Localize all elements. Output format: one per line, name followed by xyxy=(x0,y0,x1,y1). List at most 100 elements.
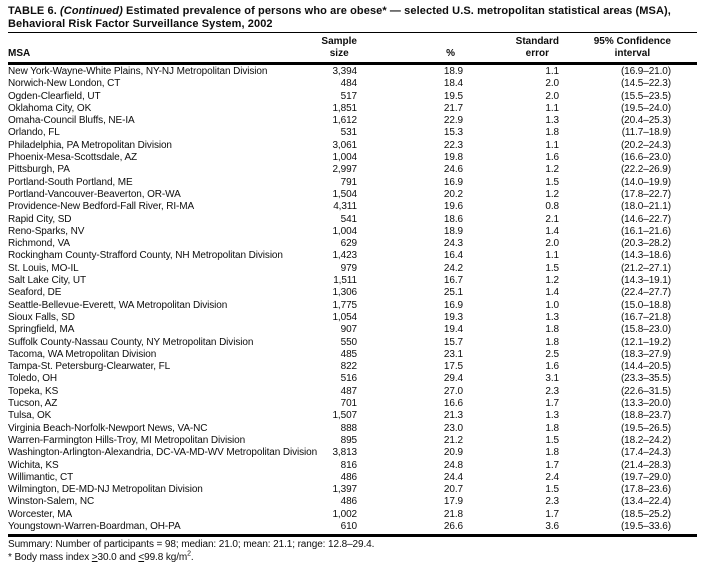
msa-cell: Tucson, AZ xyxy=(8,398,58,410)
stderr-cell: 2.3 xyxy=(545,385,559,397)
ci-cell: (15.0–18.8) xyxy=(620,299,671,311)
sample-size-cell: 1,004 xyxy=(332,225,357,237)
stderr-cell: 2.0 xyxy=(545,238,559,250)
stderr-cell: 2.0 xyxy=(545,78,559,90)
table-row: Willimantic, CT 486 24.4 2.4 (19.7–29.0) xyxy=(8,472,697,484)
table-row: Wilmington, DE-MD-NJ Metropolitan Divisi… xyxy=(8,484,697,496)
percent-cell: 18.4 xyxy=(443,78,463,90)
greater-equal-symbol: > xyxy=(91,551,98,563)
msa-cell: Orlando, FL xyxy=(8,127,60,139)
percent-cell: 20.9 xyxy=(443,447,463,459)
percent-cell: 19.6 xyxy=(443,201,463,213)
percent-cell: 20.2 xyxy=(443,188,463,200)
sample-size-cell: 1,004 xyxy=(332,152,357,164)
ci-cell: (14.6–22.7) xyxy=(620,213,671,225)
stderr-cell: 1.6 xyxy=(545,152,559,164)
stderr-cell: 1.5 xyxy=(545,262,559,274)
stderr-cell: 1.4 xyxy=(545,287,559,299)
msa-cell: Oklahoma City, OK xyxy=(8,102,92,114)
msa-cell: Rockingham County-Strafford County, NH M… xyxy=(8,250,283,262)
percent-cell: 16.4 xyxy=(443,250,463,262)
column-header-percent: % xyxy=(446,48,455,59)
column-header-msa: MSA xyxy=(8,48,31,59)
stderr-cell: 1.1 xyxy=(545,139,559,151)
ci-cell: (15.8–23.0) xyxy=(620,324,671,336)
sample-size-cell: 541 xyxy=(340,213,357,225)
ci-cell: (19.5–33.6) xyxy=(620,520,671,532)
ci-cell: (14.3–19.1) xyxy=(620,275,671,287)
msa-cell: Reno-Sparks, NV xyxy=(8,225,85,237)
table-row: Orlando, FL 531 15.3 1.8 (11.7–18.9) xyxy=(8,127,697,139)
percent-cell: 15.3 xyxy=(443,127,463,139)
ci-cell: (22.4–27.7) xyxy=(620,287,671,299)
table-row: Rockingham County-Strafford County, NH M… xyxy=(8,250,697,262)
ci-cell: (19.5–24.0) xyxy=(620,102,671,114)
footnote-text: * Body mass index xyxy=(8,551,92,563)
stderr-cell: 3.1 xyxy=(545,373,559,385)
table-row: Sioux Falls, SD 1,054 19.3 1.3 (16.7–21.… xyxy=(8,312,697,324)
ci-cell: (19.7–29.0) xyxy=(620,471,671,483)
ci-cell: (18.3–27.9) xyxy=(620,348,671,360)
table-row: Warren-Farmington Hills-Troy, MI Metropo… xyxy=(8,435,697,447)
ci-cell: (18.0–21.1) xyxy=(620,201,671,213)
msa-cell: Norwich-New London, CT xyxy=(8,78,121,90)
table-row: Topeka, KS 487 27.0 2.3 (22.6–31.5) xyxy=(8,386,697,398)
title-continued: (Continued) xyxy=(60,5,123,17)
sample-size-cell: 791 xyxy=(340,176,357,188)
ci-cell: (16.1–21.6) xyxy=(620,225,671,237)
sample-size-cell: 487 xyxy=(340,385,357,397)
msa-cell: Pittsburgh, PA xyxy=(8,164,70,176)
table-row: New York-Wayne-White Plains, NY-NJ Metro… xyxy=(8,66,697,78)
msa-cell: New York-Wayne-White Plains, NY-NJ Metro… xyxy=(8,66,268,77)
msa-cell: Phoenix-Mesa-Scottsdale, AZ xyxy=(8,152,138,164)
msa-cell: Portland-Vancouver-Beaverton, OR-WA xyxy=(8,188,181,200)
table-row: Omaha-Council Bluffs, NE-IA 1,612 22.9 1… xyxy=(8,115,697,127)
stderr-cell: 2.1 xyxy=(545,213,559,225)
stderr-cell: 0.8 xyxy=(545,201,559,213)
table-row: Suffolk County-Nassau County, NY Metropo… xyxy=(8,337,697,349)
column-header-ci-line1: 95% Confidence xyxy=(593,36,671,47)
stderr-cell: 1.5 xyxy=(545,434,559,446)
sample-size-cell: 979 xyxy=(340,262,357,274)
table-row: Winston-Salem, NC 486 17.9 2.3 (13.4–22.… xyxy=(8,496,697,508)
stderr-cell: 1.1 xyxy=(545,102,559,114)
sample-size-cell: 1,504 xyxy=(332,188,357,200)
ci-cell: (17.4–24.3) xyxy=(620,447,671,459)
percent-cell: 15.7 xyxy=(443,336,463,348)
table-row: Portland-Vancouver-Beaverton, OR-WA 1,50… xyxy=(8,189,697,201)
table-row: Rapid City, SD 541 18.6 2.1 (14.6–22.7) xyxy=(8,214,697,226)
stderr-cell: 1.2 xyxy=(545,188,559,200)
table-row: Toledo, OH 516 29.4 3.1 (23.3–35.5) xyxy=(8,373,697,385)
stderr-cell: 3.6 xyxy=(545,520,559,532)
msa-cell: Wichita, KS xyxy=(8,459,59,471)
ci-cell: (14.5–22.3) xyxy=(620,78,671,90)
table-row: St. Louis, MO-IL 979 24.2 1.5 (21.2–27.1… xyxy=(8,263,697,275)
sample-size-cell: 1,775 xyxy=(332,299,357,311)
msa-cell: Salt Lake City, UT xyxy=(8,275,87,287)
table-row: Tacoma, WA Metropolitan Division 485 23.… xyxy=(8,349,697,361)
msa-cell: Tacoma, WA Metropolitan Division xyxy=(8,348,157,360)
ci-cell: (15.5–23.5) xyxy=(620,90,671,102)
footnote-superscript: 2 xyxy=(187,550,191,558)
table-row: Youngstown-Warren-Boardman, OH-PA 610 26… xyxy=(8,521,697,533)
msa-cell: Omaha-Council Bluffs, NE-IA xyxy=(8,115,135,127)
stderr-cell: 1.5 xyxy=(545,484,559,496)
msa-cell: Topeka, KS xyxy=(8,385,59,397)
msa-cell: Providence-New Bedford-Fall River, RI-MA xyxy=(8,201,195,213)
percent-cell: 21.7 xyxy=(443,102,463,114)
stderr-cell: 1.3 xyxy=(545,410,559,422)
percent-cell: 19.3 xyxy=(443,311,463,323)
percent-cell: 17.9 xyxy=(443,496,463,508)
msa-cell: Ogden-Clearfield, UT xyxy=(8,90,101,102)
table-row: Virginia Beach-Norfolk-Newport News, VA-… xyxy=(8,423,697,435)
ci-cell: (14.4–20.5) xyxy=(620,361,671,373)
msa-cell: Virginia Beach-Norfolk-Newport News, VA-… xyxy=(8,422,208,434)
table-row: Salt Lake City, UT 1,511 16.7 1.2 (14.3–… xyxy=(8,275,697,287)
percent-cell: 23.0 xyxy=(443,422,463,434)
sample-size-cell: 1,851 xyxy=(332,102,357,114)
summary-line: Summary: Number of participants = 98; me… xyxy=(8,539,375,551)
ci-cell: (16.6–23.0) xyxy=(620,152,671,164)
ci-cell: (17.8–22.7) xyxy=(620,188,671,200)
sample-size-cell: 610 xyxy=(340,520,357,532)
ci-cell: (20.2–24.3) xyxy=(620,139,671,151)
